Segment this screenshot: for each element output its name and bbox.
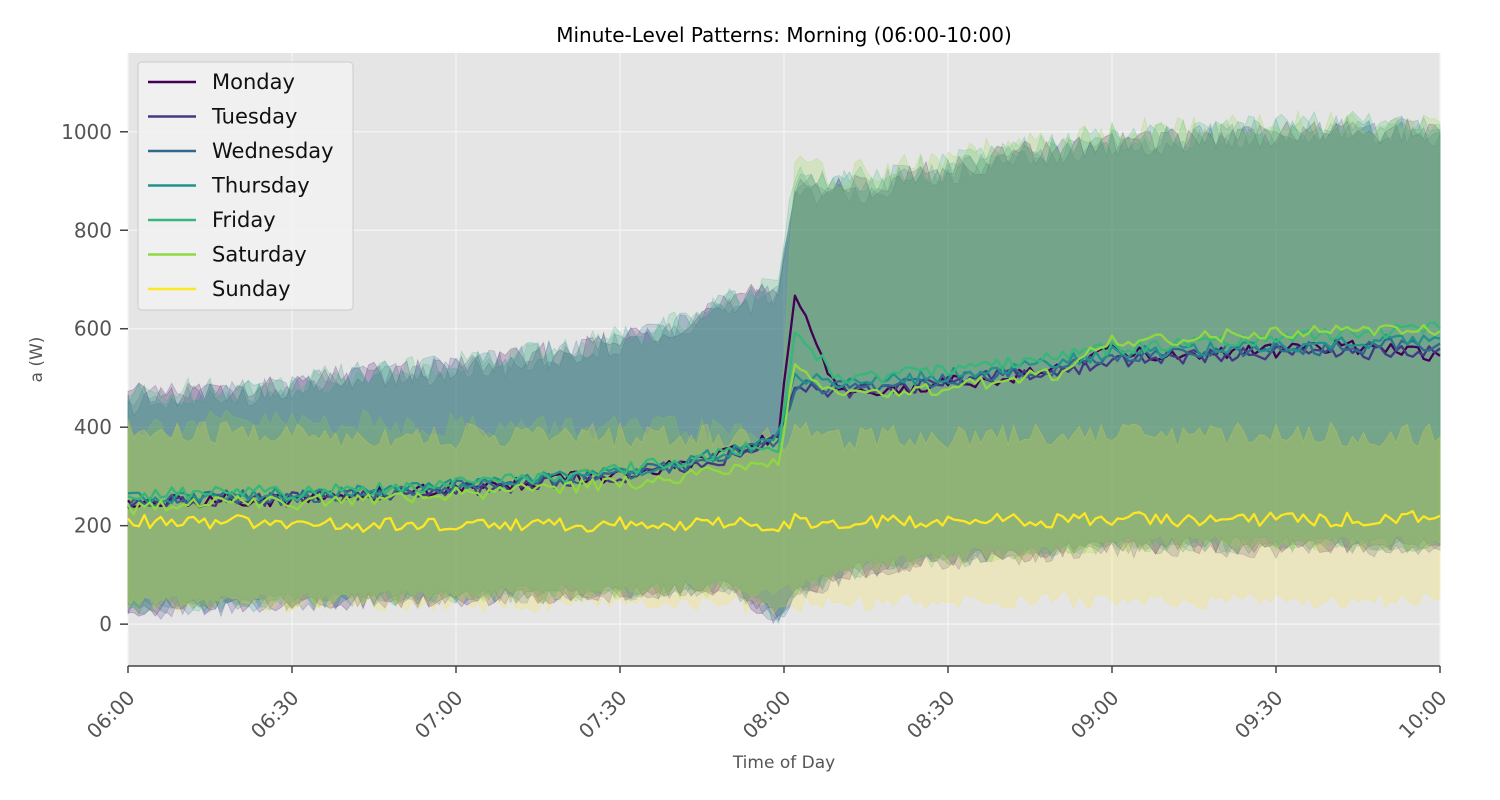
- legend-box: [137, 61, 354, 311]
- legend-label-saturday: Saturday: [212, 243, 307, 267]
- y-tick-label: 800: [74, 218, 112, 242]
- band-monday: [127, 117, 1441, 622]
- line-saturday: [126, 323, 1441, 516]
- legend-label-monday: Monday: [212, 70, 295, 94]
- line-sunday: [127, 509, 1441, 533]
- y-axis-title: a (W): [27, 337, 47, 383]
- y-tick-label: 200: [74, 514, 112, 538]
- legend: Monday Tuesday Wednesday Thursday Friday Satu…: [137, 61, 354, 311]
- legend-label-friday: Friday: [212, 208, 276, 232]
- band-sunday: [127, 418, 1441, 617]
- y-tick-label: 1000: [61, 120, 112, 144]
- legend-label-wednesday: Wednesday: [212, 139, 334, 163]
- line-thursday: [127, 333, 1441, 505]
- legend-label-tuesday: Tuesday: [211, 105, 297, 129]
- band-tuesday: [127, 121, 1441, 625]
- y-tick-label: 600: [74, 317, 112, 341]
- line-friday: [127, 321, 1441, 502]
- y-tick-label: 400: [74, 415, 112, 439]
- chart-title: Minute-Level Patterns: Morning (06:00-10…: [556, 23, 1012, 47]
- band-wednesday: [127, 117, 1441, 622]
- legend-label-thursday: Thursday: [211, 174, 310, 198]
- series-lines: [126, 294, 1441, 533]
- legend-label-sunday: Sunday: [212, 277, 291, 301]
- y-tick-label: 0: [99, 612, 112, 636]
- x-axis-title: Time of Day: [732, 753, 835, 773]
- band-thursday: [127, 114, 1441, 625]
